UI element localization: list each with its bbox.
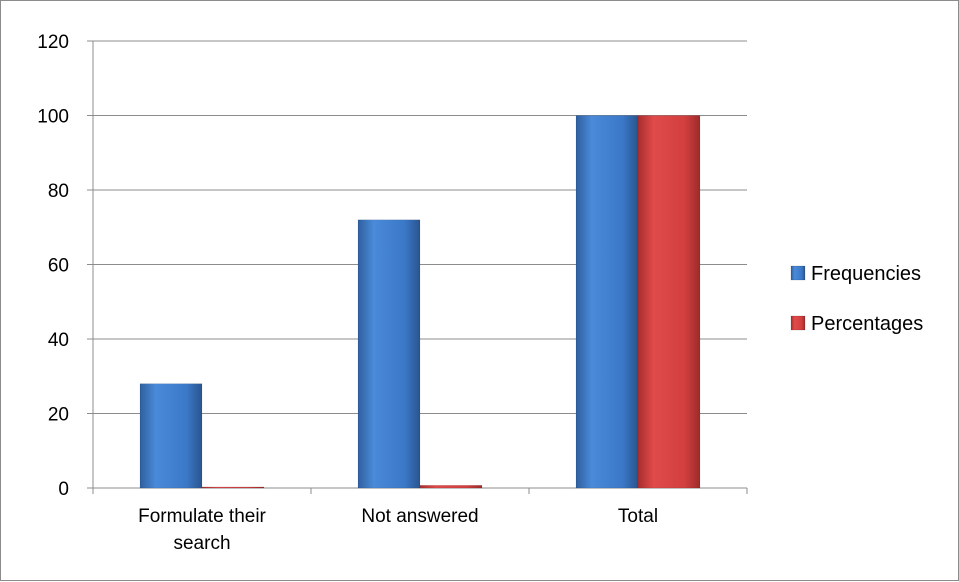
y-tick-label: 60: [48, 256, 69, 277]
y-tick-label: 0: [58, 479, 69, 500]
bar-frequencies-1: [357, 219, 421, 489]
x-category-label-line: search: [173, 533, 230, 554]
y-tick-label: 20: [48, 405, 69, 426]
bar-percentages-0: [201, 486, 265, 489]
bar-frequencies-2: [575, 115, 639, 489]
x-category-label-line: Formulate their: [138, 506, 266, 527]
bar-percentages-1: [419, 485, 483, 489]
x-category-label-line: Not answered: [361, 506, 478, 527]
y-tick-label: 40: [48, 330, 69, 351]
y-tick-label: 120: [37, 32, 69, 53]
legend-label-frequencies: Frequencies: [811, 263, 921, 285]
legend-swatch-percentages: [790, 315, 806, 331]
x-category-label: Total: [618, 506, 658, 527]
bar-percentages-2: [637, 115, 701, 489]
legend-swatch-frequencies: [790, 265, 806, 281]
bars: [139, 115, 701, 489]
x-category-label: Formulate their search: [138, 506, 266, 554]
legend: Frequencies Percentages: [790, 263, 923, 335]
x-category-label: Not answered: [361, 506, 478, 527]
legend-label-percentages: Percentages: [811, 313, 923, 335]
bar-frequencies-0: [139, 383, 203, 489]
y-tick-label: 100: [37, 107, 69, 128]
x-category-label-line: Total: [618, 506, 658, 527]
axis-labels: 0 20 40 60 80 100 120 Formulate their search Not …: [37, 32, 658, 554]
y-tick-label: 80: [48, 181, 69, 202]
